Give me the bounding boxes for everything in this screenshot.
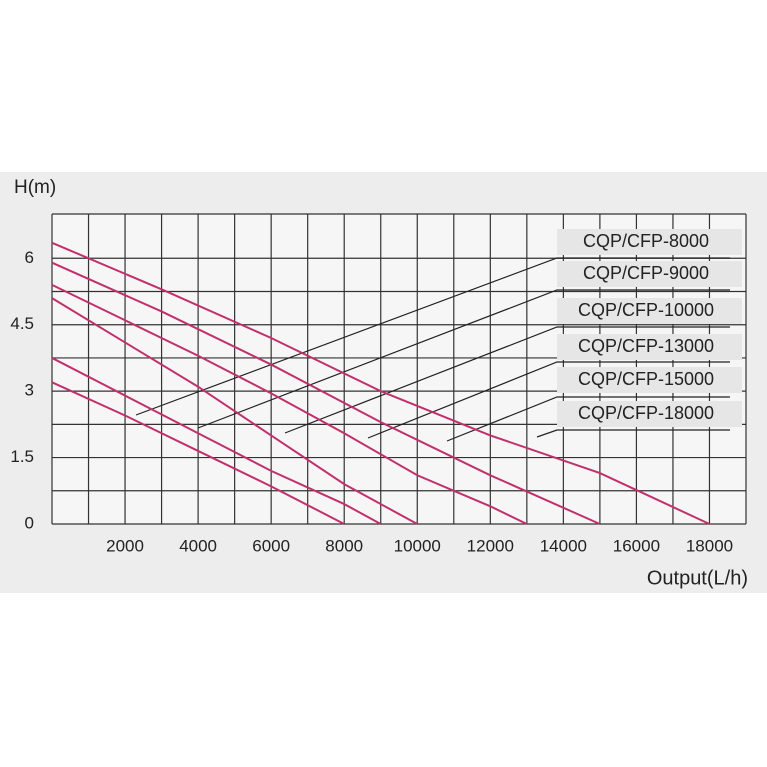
curve <box>51 241 710 525</box>
legend-label: CQP/CFP-9000 <box>583 263 709 283</box>
leader-line <box>446 396 730 442</box>
legend-label: CQP/CFP-13000 <box>578 336 714 356</box>
y-tick-label: 4.5 <box>10 314 34 333</box>
y-tick-label: 0 <box>25 513 34 532</box>
legend-box <box>557 298 742 324</box>
x-tick-label: 4000 <box>179 536 217 555</box>
legend-box <box>557 229 742 255</box>
x-tick-label: 18000 <box>686 536 733 555</box>
legend-label: CQP/CFP-15000 <box>578 369 714 389</box>
x-tick-label: 14000 <box>540 536 587 555</box>
y-tick-label: 3 <box>25 381 34 400</box>
curve <box>51 381 345 525</box>
leader-line <box>367 361 730 439</box>
x-tick-label: 8000 <box>325 536 363 555</box>
legend-box <box>557 401 742 427</box>
leader-line <box>536 429 730 438</box>
curve <box>51 283 528 525</box>
x-tick-label: 16000 <box>613 536 660 555</box>
curve <box>51 297 418 525</box>
legend-box <box>557 367 742 393</box>
legend-label: CQP/CFP-8000 <box>583 231 709 251</box>
leader-line <box>197 289 730 429</box>
legend-label: CQP/CFP-10000 <box>578 300 714 320</box>
legend-box <box>557 261 742 287</box>
x-tick-label: 6000 <box>252 536 290 555</box>
x-axis-label: Output(L/h) <box>647 567 748 589</box>
y-axis-label: H(m) <box>14 177 56 198</box>
x-tick-label: 10000 <box>394 536 441 555</box>
x-tick-label: 2000 <box>106 536 144 555</box>
legend-box <box>557 334 742 360</box>
y-tick-label: 1.5 <box>10 447 34 466</box>
legend-label: CQP/CFP-18000 <box>578 403 714 423</box>
y-tick-label: 6 <box>25 248 34 267</box>
curve <box>51 357 382 525</box>
curve <box>51 261 601 525</box>
x-tick-label: 12000 <box>467 536 514 555</box>
leader-line <box>135 257 730 416</box>
leader-line <box>284 326 730 434</box>
